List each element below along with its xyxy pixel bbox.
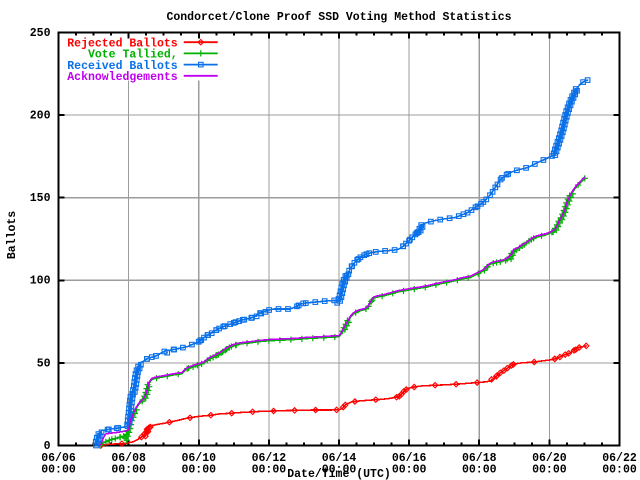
svg-text:50: 50 <box>37 357 51 370</box>
svg-text:00:00: 00:00 <box>392 463 427 476</box>
svg-text:Acknowledgements: Acknowledgements <box>67 71 178 84</box>
svg-text:06/18: 06/18 <box>462 452 497 465</box>
svg-text:Date/Time (UTC): Date/Time (UTC) <box>287 468 391 480</box>
svg-text:06/22: 06/22 <box>602 452 637 465</box>
svg-text:06/06: 06/06 <box>41 452 76 465</box>
svg-text:00:00: 00:00 <box>252 463 287 476</box>
svg-text:Condorcet/Clone Proof SSD Voti: Condorcet/Clone Proof SSD Voting Method … <box>166 11 511 24</box>
svg-text:00:00: 00:00 <box>602 463 637 476</box>
svg-text:06/10: 06/10 <box>181 452 216 465</box>
svg-text:00:00: 00:00 <box>532 463 567 476</box>
svg-text:00:00: 00:00 <box>111 463 146 476</box>
svg-text:150: 150 <box>30 192 51 205</box>
svg-text:00:00: 00:00 <box>322 463 357 476</box>
svg-text:Vote Tallied,: Vote Tallied, <box>88 49 178 62</box>
svg-text:06/20: 06/20 <box>532 452 567 465</box>
svg-text:Ballots: Ballots <box>6 211 19 259</box>
svg-text:250: 250 <box>30 27 51 40</box>
svg-text:00:00: 00:00 <box>41 463 76 476</box>
svg-text:Rejected Ballots: Rejected Ballots <box>67 37 178 50</box>
svg-text:06/14: 06/14 <box>322 452 357 465</box>
svg-text:200: 200 <box>30 110 51 123</box>
svg-text:06/16: 06/16 <box>392 452 427 465</box>
svg-text:100: 100 <box>30 275 51 288</box>
svg-text:0: 0 <box>44 440 51 453</box>
svg-text:00:00: 00:00 <box>462 463 497 476</box>
svg-text:06/08: 06/08 <box>111 452 146 465</box>
svg-text:Received Ballots: Received Ballots <box>67 60 178 73</box>
svg-text:00:00: 00:00 <box>181 463 216 476</box>
svg-text:06/12: 06/12 <box>252 452 287 465</box>
